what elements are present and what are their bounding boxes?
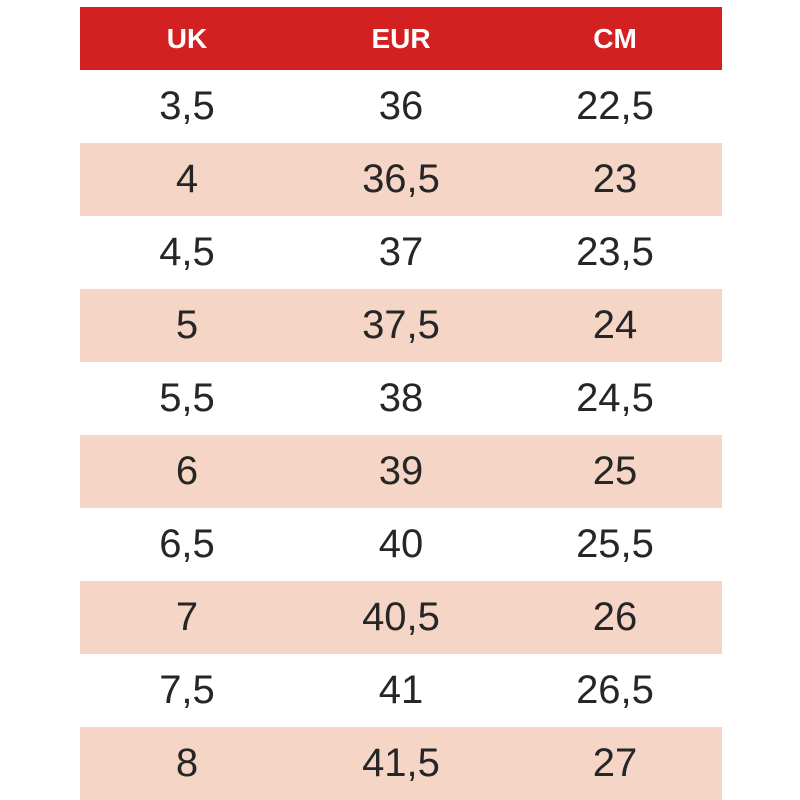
table-row: 4 36,5 23 (80, 143, 722, 216)
table-row: 4,5 37 23,5 (80, 216, 722, 289)
table-cell-eur: 41 (294, 654, 508, 727)
table-row: 6 39 25 (80, 435, 722, 508)
table-header-row: UK EUR CM (80, 7, 722, 70)
table-cell-cm: 24,5 (508, 362, 722, 435)
table-row: 7 40,5 26 (80, 581, 722, 654)
table-cell-uk: 7 (80, 581, 294, 654)
table-cell-eur: 36,5 (294, 143, 508, 216)
table-cell-cm: 23 (508, 143, 722, 216)
table-cell-cm: 22,5 (508, 70, 722, 143)
table-row: 6,5 40 25,5 (80, 508, 722, 581)
column-header-cm: CM (508, 7, 722, 70)
column-header-eur: EUR (294, 7, 508, 70)
table-cell-uk: 6,5 (80, 508, 294, 581)
table-cell-cm: 26,5 (508, 654, 722, 727)
table-row: 8 41,5 27 (80, 727, 722, 800)
table-cell-uk: 4,5 (80, 216, 294, 289)
table-cell-eur: 40 (294, 508, 508, 581)
table-cell-uk: 3,5 (80, 70, 294, 143)
size-conversion-table: UK EUR CM 3,5 36 22,5 4 36,5 23 4,5 37 2… (80, 7, 722, 800)
column-header-uk: UK (80, 7, 294, 70)
table-cell-cm: 25,5 (508, 508, 722, 581)
table-cell-uk: 5 (80, 289, 294, 362)
table-cell-uk: 7,5 (80, 654, 294, 727)
table-row: 3,5 36 22,5 (80, 70, 722, 143)
table-cell-eur: 40,5 (294, 581, 508, 654)
table-cell-eur: 36 (294, 70, 508, 143)
table-cell-cm: 25 (508, 435, 722, 508)
table-cell-eur: 38 (294, 362, 508, 435)
table-cell-cm: 24 (508, 289, 722, 362)
table-cell-uk: 8 (80, 727, 294, 800)
table-cell-cm: 27 (508, 727, 722, 800)
table-cell-eur: 37 (294, 216, 508, 289)
table-row: 5,5 38 24,5 (80, 362, 722, 435)
table-body: 3,5 36 22,5 4 36,5 23 4,5 37 23,5 5 37,5… (80, 70, 722, 800)
table-cell-uk: 6 (80, 435, 294, 508)
table-cell-eur: 39 (294, 435, 508, 508)
table-cell-uk: 4 (80, 143, 294, 216)
table-header: UK EUR CM (80, 7, 722, 70)
table-row: 5 37,5 24 (80, 289, 722, 362)
table-row: 7,5 41 26,5 (80, 654, 722, 727)
table-cell-uk: 5,5 (80, 362, 294, 435)
table-cell-eur: 37,5 (294, 289, 508, 362)
table-cell-eur: 41,5 (294, 727, 508, 800)
table-cell-cm: 26 (508, 581, 722, 654)
table-cell-cm: 23,5 (508, 216, 722, 289)
